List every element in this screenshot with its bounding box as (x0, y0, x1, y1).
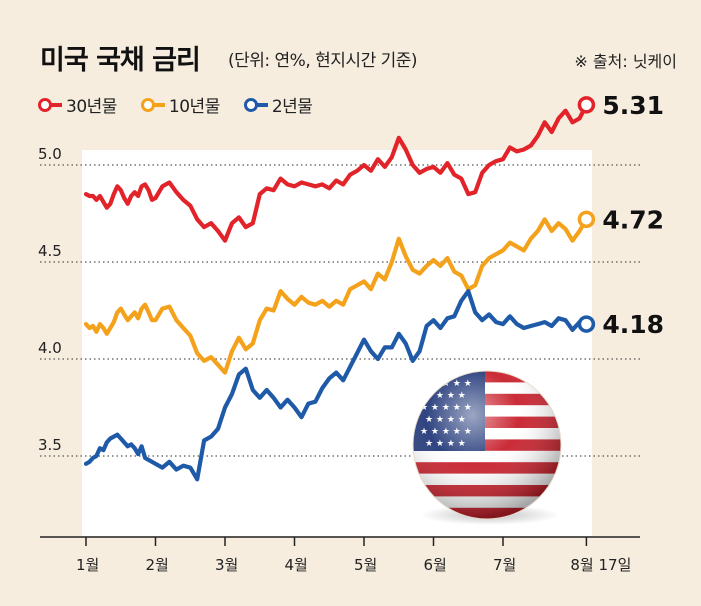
series-line-2 (83, 289, 589, 482)
x-tick-label: 7월 (493, 556, 516, 574)
legend-item-10y: 10년물 (139, 92, 220, 117)
y-tick-label: 3.5 (38, 436, 62, 454)
series-line-0 (83, 102, 589, 243)
us-flag-icon: ★ ★ ★ ★ ★ ★ ★ ★ ★ ★ ★ ★ ★ ★ ★ ★ ★ ★ ★ ★ … (412, 370, 562, 525)
series-end-label-1: 4.72 (602, 205, 664, 234)
chart-subtitle: (단위: 연%, 현지시간 기준) (228, 51, 418, 71)
x-tick-label: 8월 17일 (570, 556, 631, 574)
legend-item-2y: 2년물 (242, 92, 313, 117)
x-tick-label: 5월 (354, 556, 377, 574)
legend-label-30y: 30년물 (66, 97, 117, 117)
legend-marker-10y-icon (140, 97, 165, 112)
x-tick-label: 4월 (285, 556, 308, 574)
legend-item-30y: 30년물 (36, 92, 117, 117)
x-tick-label: 2월 (146, 556, 169, 574)
chart-title: 미국 국채 금리 (40, 45, 201, 76)
y-tick-label: 5.0 (38, 145, 62, 163)
x-tick-label: 3월 (215, 556, 238, 574)
y-axis: 3.5 4.0 4.5 5.0 (38, 145, 62, 454)
end-markers: 5.31 4.72 4.18 (577, 91, 664, 339)
y-tick-label: 4.0 (38, 339, 62, 357)
x-tick-label: 6월 (424, 556, 447, 574)
x-tick-label: 1월 (76, 556, 99, 574)
series-end-marker-0 (577, 96, 596, 114)
series-end-label-2: 4.18 (602, 310, 664, 339)
x-axis: 1월 2월 3월 4월 5월 6월 7월 8월 17일 (76, 537, 631, 574)
legend-marker-2y-icon (243, 97, 268, 112)
legend: 30년물 10년물 2년물 (36, 92, 313, 117)
series-line-1 (83, 217, 589, 375)
series-end-marker-1 (577, 210, 596, 229)
legend-marker-30y-icon (38, 97, 62, 112)
legend-label-10y: 10년물 (168, 97, 220, 117)
series-lines (83, 102, 589, 482)
series-end-label-0: 5.31 (602, 91, 664, 120)
legend-label-2y: 2년물 (271, 97, 313, 117)
y-tick-label: 4.5 (38, 242, 62, 260)
chart-source: ※ 출처: 닛케이 (574, 52, 677, 71)
series-end-marker-2 (577, 315, 596, 333)
